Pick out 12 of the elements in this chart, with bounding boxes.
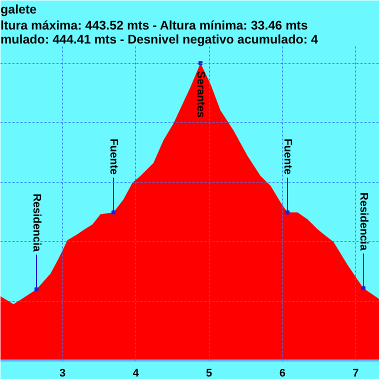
chart-subtitle: ltura máxima: 443.52 mts - Altura mínima: 33.46 mts mulado: 444.41 mts - Desnivel negativo acumulado: 4	[0, 18, 318, 46]
annotation: Fuente	[282, 138, 294, 175]
chart-title: galete	[0, 2, 37, 16]
x-tick-label: 6	[279, 368, 286, 379]
annotation: Fuente	[108, 138, 120, 175]
annotation: Residencia	[30, 194, 42, 253]
x-tick-label: 3	[59, 368, 66, 379]
x-tick-label: 5	[206, 368, 212, 379]
annotation: Serantes	[194, 71, 207, 118]
annotation: Residencia	[357, 192, 370, 252]
x-tick-label: 4	[132, 368, 140, 379]
x-tick-label: 7	[352, 368, 359, 379]
